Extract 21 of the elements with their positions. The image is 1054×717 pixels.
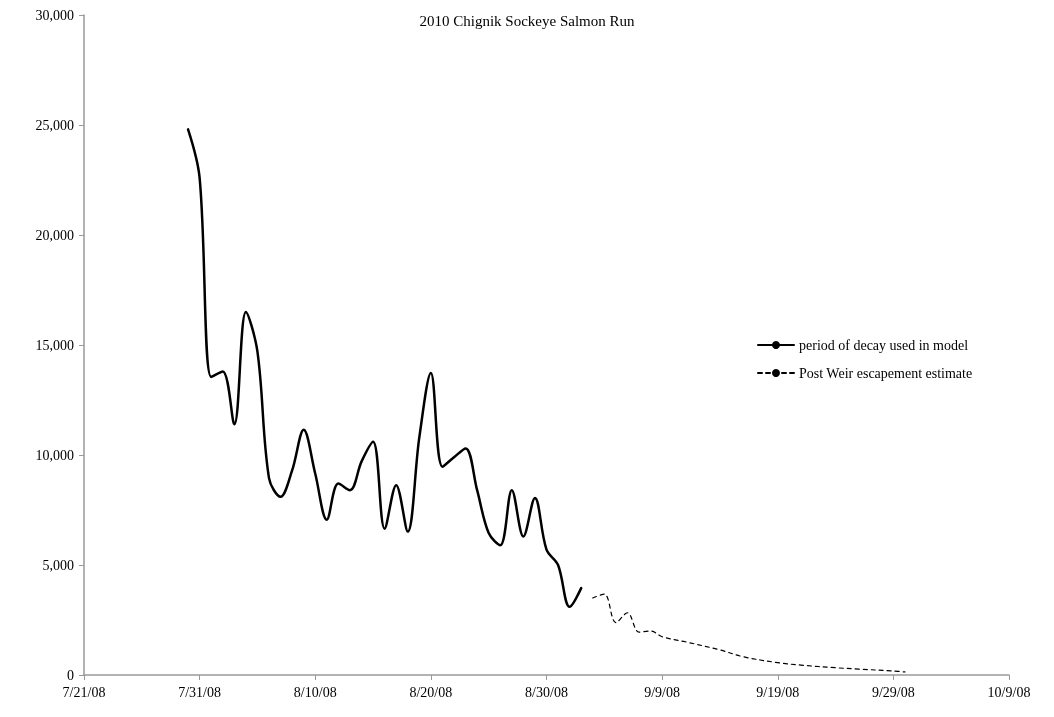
x-tick-label: 10/9/08 [987,684,1031,700]
line-series [186,128,583,609]
y-tick-label: 25,000 [35,117,74,133]
x-tick-label: 9/9/08 [644,684,681,700]
x-tick-label: 8/30/08 [525,684,568,700]
y-tick-label: 15,000 [35,337,74,353]
chart-title: 2010 Chignik Sockeye Salmon Run [419,12,635,29]
line-series [592,593,906,673]
legend-label: period of decay used in model [799,337,969,353]
y-tick-label: 30,000 [35,7,74,23]
x-tick-label: 9/29/08 [871,684,915,700]
x-tick-label: 8/10/08 [293,684,337,700]
legend-label: Post Weir escapement estimate [799,365,973,381]
y-tick-label: 10,000 [35,447,74,463]
y-tick-label: 0 [67,667,74,683]
y-tick-label: 20,000 [35,227,74,243]
y-tick-label: 5,000 [42,557,74,573]
x-tick-label: 9/19/08 [756,684,800,700]
x-tick-label: 8/20/08 [409,684,453,700]
x-tick-label: 7/21/08 [62,684,106,700]
x-tick-label: 7/31/08 [178,684,222,700]
